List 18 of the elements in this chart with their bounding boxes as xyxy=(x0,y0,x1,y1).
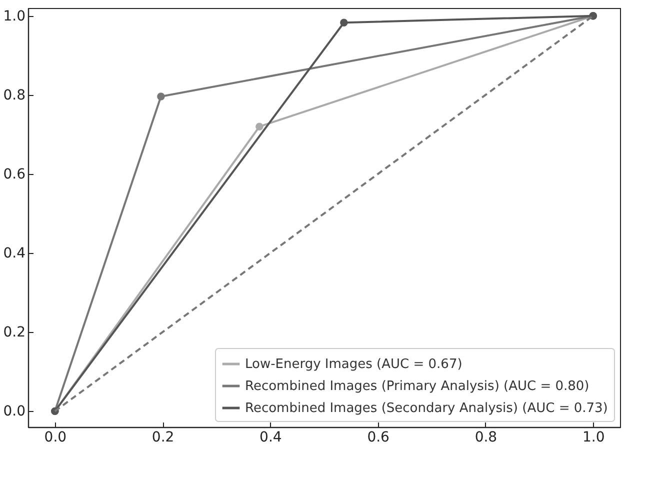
y-tick-label: 0.2 xyxy=(3,324,26,341)
y-tick-label: 0.0 xyxy=(3,404,26,420)
point xyxy=(157,92,165,100)
x-tick-label: 0.0 xyxy=(44,430,67,446)
y-tick-label: 1.0 xyxy=(3,8,26,24)
legend-label: Recombined Images (Primary Analysis) (AUC = 0.80) xyxy=(245,379,590,394)
legend-label: Low-Energy Images (AUC = 0.67) xyxy=(245,357,462,372)
legend-label: Recombined Images (Secondary Analysis) (AUC = 0.73) xyxy=(245,401,608,416)
x-tick-label: 0.6 xyxy=(367,430,390,446)
point xyxy=(340,18,348,26)
x-tick-label: 0.2 xyxy=(152,430,174,446)
x-tick-label: 0.4 xyxy=(260,430,282,446)
x-tick-label: 0.8 xyxy=(474,430,498,446)
x-tick-label: 1.0 xyxy=(582,430,605,446)
y-tick-label: 0.8 xyxy=(3,87,26,104)
y-tick-label: 0.4 xyxy=(3,246,26,262)
y-tick-label: 0.6 xyxy=(3,166,26,183)
point xyxy=(256,122,264,130)
